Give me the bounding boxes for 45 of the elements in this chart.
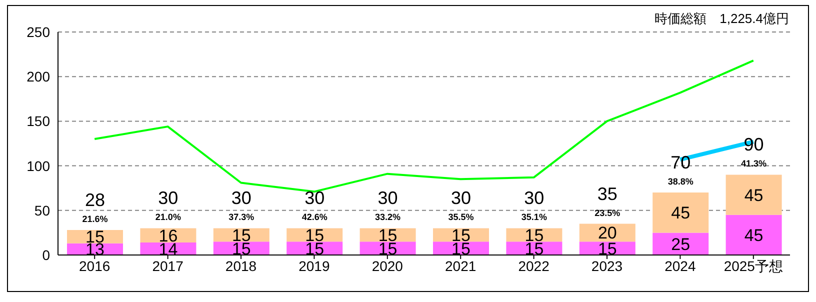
data-label: 45 xyxy=(744,186,764,205)
y-tick-label: 0 xyxy=(42,246,50,263)
data-label: 45 xyxy=(671,204,690,223)
x-tick-label: 2021 xyxy=(445,258,476,274)
x-tick-label: 2024 xyxy=(664,258,696,274)
chart-subtitle: 時価総額 1,225.4億円 xyxy=(654,10,789,28)
data-label: 45 xyxy=(744,226,764,245)
annotation: 21.6% xyxy=(82,214,108,224)
total-label: 30 xyxy=(378,188,398,208)
y-tick-label: 250 xyxy=(26,24,50,40)
annotation: 21.0% xyxy=(155,212,181,222)
x-tick-label: 2017 xyxy=(152,258,184,274)
annotation: 37.3% xyxy=(228,212,254,222)
annotation: 42.6% xyxy=(302,212,328,222)
annotation: 35.1% xyxy=(521,212,547,222)
total-label: 30 xyxy=(158,188,178,208)
y-tick-label: 200 xyxy=(26,68,50,85)
bar xyxy=(652,232,709,255)
annotation: 33.2% xyxy=(375,212,401,222)
total-label: 90 xyxy=(744,134,764,155)
total-label: 30 xyxy=(450,188,472,208)
x-tick-label: 2019 xyxy=(298,258,330,274)
annotation: 38.8% xyxy=(668,176,694,187)
total-label: 35 xyxy=(597,184,618,204)
total-label: 70 xyxy=(670,152,691,173)
total-label: 30 xyxy=(524,188,544,208)
annotation: 35.5% xyxy=(448,212,474,222)
y-tick-label: 150 xyxy=(26,113,50,130)
annotation: 23.5% xyxy=(594,208,620,218)
bar xyxy=(726,174,782,215)
total-label: 30 xyxy=(231,188,252,208)
x-tick-label: 2016 xyxy=(79,258,110,274)
bar xyxy=(726,214,782,255)
total-label: 28 xyxy=(84,190,106,210)
x-tick-label: 2018 xyxy=(225,258,257,274)
bar xyxy=(652,192,709,233)
x-tick-label: 2020 xyxy=(372,258,404,274)
y-tick-label: 50 xyxy=(34,202,50,218)
x-tick-label: 2023 xyxy=(591,258,623,274)
y-tick-label: 100 xyxy=(26,158,50,174)
total-label: 30 xyxy=(304,188,325,208)
data-label: 25 xyxy=(671,234,690,254)
x-tick-label: 2025予想 xyxy=(724,258,783,274)
x-tick-label: 2022 xyxy=(518,258,550,274)
annotation: 41.3% xyxy=(741,158,767,169)
